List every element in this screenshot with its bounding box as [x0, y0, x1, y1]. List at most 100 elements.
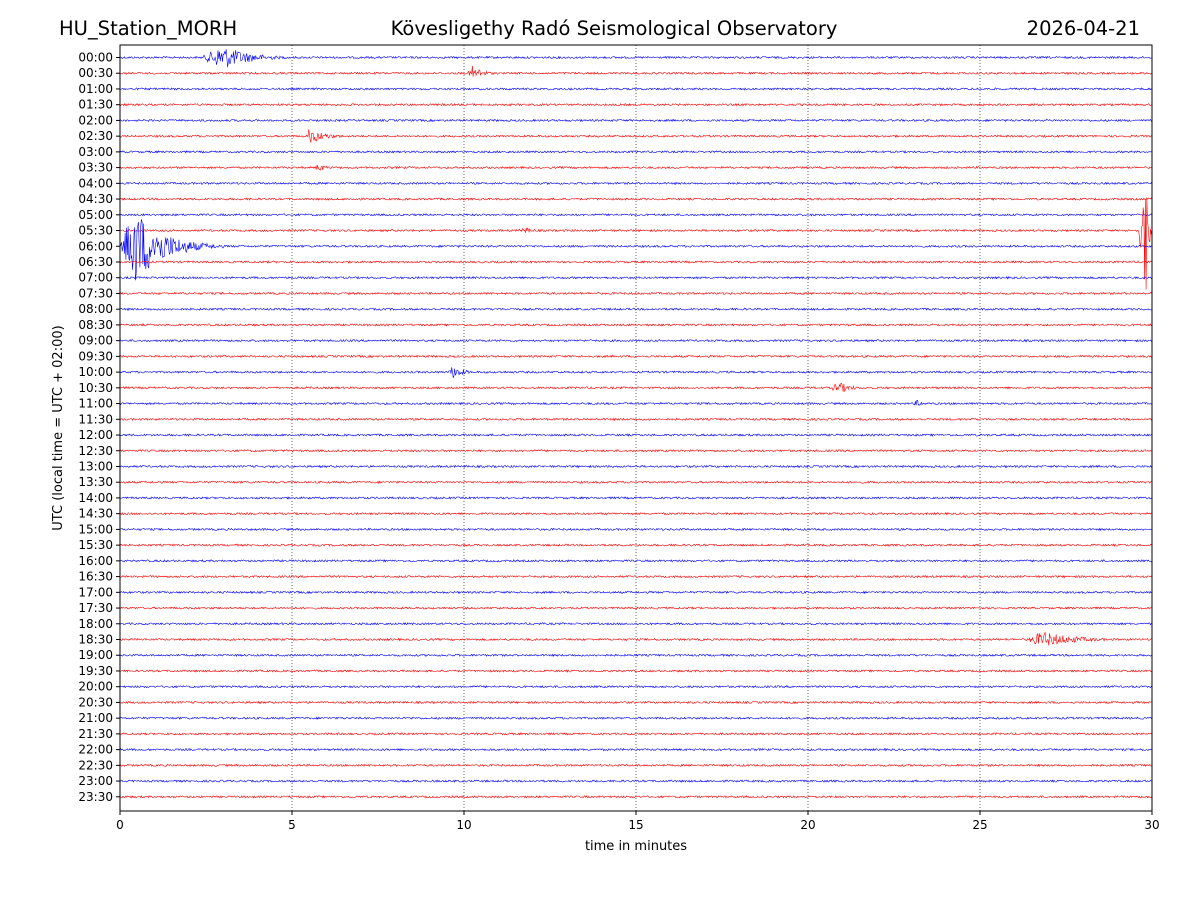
row-label: 04:00	[78, 176, 113, 190]
row-label: 00:30	[78, 66, 113, 80]
row-label: 18:00	[78, 617, 113, 631]
trace-line	[119, 164, 1153, 171]
x-tick-label: 0	[116, 818, 124, 832]
trace-line	[119, 669, 1153, 673]
trace-line	[119, 219, 1153, 281]
trace-line	[119, 543, 1153, 547]
row-label: 02:30	[78, 129, 113, 143]
trace-line	[119, 559, 1153, 563]
trace-line	[119, 118, 1153, 123]
trace-line	[119, 700, 1153, 705]
row-label: 05:00	[78, 208, 113, 222]
row-label: 15:30	[78, 538, 113, 552]
x-tick-label: 25	[972, 818, 987, 832]
trace-line	[119, 511, 1153, 516]
row-label: 11:00	[78, 397, 113, 411]
trace-line	[119, 367, 1153, 379]
row-label: 18:30	[78, 633, 113, 647]
trace-line	[119, 685, 1153, 689]
row-label: 09:00	[78, 334, 113, 348]
x-tick-label: 5	[288, 818, 296, 832]
trace-line	[119, 197, 1153, 290]
row-label: 10:30	[78, 381, 113, 395]
row-label: 11:30	[78, 412, 113, 426]
row-label: 17:00	[78, 585, 113, 599]
trace-line	[119, 213, 1153, 217]
trace-line	[119, 574, 1153, 579]
trace-line	[119, 496, 1153, 500]
row-label: 08:30	[78, 318, 113, 332]
row-label: 13:30	[78, 475, 113, 489]
row-label: 06:30	[78, 255, 113, 269]
x-tick-label: 20	[800, 818, 815, 832]
x-tick-label: 30	[1144, 818, 1159, 832]
row-label: 23:30	[78, 790, 113, 804]
trace-line	[119, 763, 1153, 768]
trace-line	[119, 382, 1153, 393]
row-label: 21:00	[78, 711, 113, 725]
date-title: 2026-04-21	[1027, 17, 1140, 40]
row-label: 20:30	[78, 695, 113, 709]
station-title: HU_Station_MORH	[59, 17, 237, 40]
trace-line	[119, 275, 1153, 280]
row-label: 15:00	[78, 522, 113, 536]
seismic-traces	[119, 49, 1153, 799]
row-label: 07:00	[78, 271, 113, 285]
row-label: 08:00	[78, 302, 113, 316]
trace-line	[119, 307, 1153, 311]
row-label: 22:30	[78, 758, 113, 772]
trace-line	[119, 65, 1153, 77]
y-axis-label: UTC (local time = UTC + 02:00)	[51, 325, 66, 530]
row-label: 14:00	[78, 491, 113, 505]
row-label: 22:00	[78, 743, 113, 757]
trace-line	[119, 49, 1153, 68]
trace-line	[119, 464, 1153, 469]
row-label: 01:00	[78, 82, 113, 96]
trace-line	[119, 631, 1153, 646]
row-label: 17:30	[78, 601, 113, 615]
trace-line	[119, 716, 1153, 720]
row-label: 16:30	[78, 570, 113, 584]
grid-lines	[291, 45, 981, 811]
row-label: 04:30	[78, 192, 113, 206]
row-label: 01:30	[78, 98, 113, 112]
row-label: 14:30	[78, 507, 113, 521]
row-label: 13:00	[78, 459, 113, 473]
trace-line	[119, 606, 1153, 610]
trace-line	[119, 197, 1153, 201]
trace-line	[119, 590, 1153, 595]
trace-line	[119, 449, 1153, 453]
trace-line	[119, 653, 1153, 658]
trace-line	[119, 433, 1153, 437]
trace-line	[119, 747, 1153, 752]
row-label: 12:30	[78, 444, 113, 458]
trace-line	[119, 87, 1153, 91]
row-label: 21:30	[78, 727, 113, 741]
row-label: 00:00	[78, 51, 113, 65]
row-label: 20:00	[78, 680, 113, 694]
row-label: 19:00	[78, 648, 113, 662]
trace-line	[119, 795, 1153, 799]
x-tick-label: 10	[456, 818, 471, 832]
observatory-title: Kövesligethy Radó Seismological Observat…	[391, 17, 838, 40]
trace-line	[119, 779, 1153, 783]
trace-line	[119, 480, 1153, 484]
trace-line	[119, 399, 1153, 406]
row-label: 19:30	[78, 664, 113, 678]
row-label: 02:00	[78, 113, 113, 127]
trace-line	[119, 732, 1153, 736]
trace-line	[119, 102, 1153, 107]
x-axis-ticks: 0 5 10 15 20 25 30	[116, 811, 1160, 832]
row-label: 23:00	[78, 774, 113, 788]
trace-line	[119, 323, 1153, 327]
trace-line	[119, 181, 1153, 186]
row-label: 10:00	[78, 365, 113, 379]
row-label: 12:00	[78, 428, 113, 442]
trace-line	[119, 527, 1153, 532]
row-label: 09:30	[78, 349, 113, 363]
trace-line	[119, 417, 1153, 422]
row-label: 03:00	[78, 145, 113, 159]
trace-line	[119, 260, 1153, 264]
